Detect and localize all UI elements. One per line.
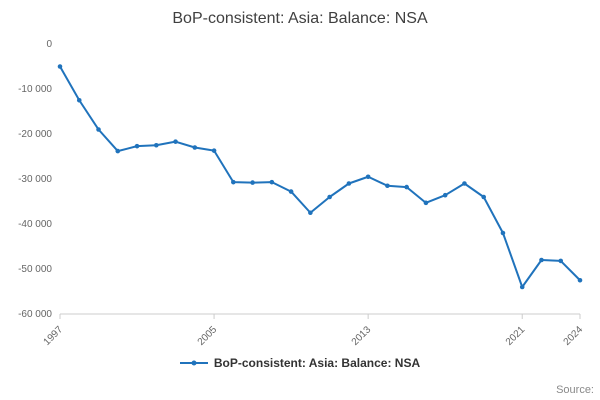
data-point-marker[interactable]: [404, 184, 409, 190]
data-point-marker[interactable]: [288, 189, 294, 194]
y-axis-tick-label: -10 000: [18, 84, 52, 95]
data-point-marker[interactable]: [462, 181, 467, 186]
line-series: [59, 65, 581, 288]
data-point-marker[interactable]: [192, 145, 198, 150]
data-point-marker[interactable]: [153, 142, 159, 148]
y-axis-tick-label: -20 000: [18, 129, 52, 140]
data-point-marker[interactable]: [442, 192, 448, 198]
data-point-marker[interactable]: [481, 194, 487, 200]
data-point-marker[interactable]: [231, 179, 236, 185]
data-point-marker[interactable]: [76, 97, 82, 103]
data-point-marker[interactable]: [385, 183, 390, 189]
plot-area: 1997 2005 2013 2021 2024 0 -10 000 -20 000 -30 0…: [0, 28, 600, 354]
data-point-marker[interactable]: [211, 148, 217, 153]
data-point-marker[interactable]: [96, 127, 101, 132]
data-point-marker[interactable]: [57, 64, 63, 69]
line-chart: 1997 2005 2013 2021 2024 0 -10 000 -20 000 -30 0…: [18, 39, 586, 348]
x-axis-tick-label: 2013: [350, 324, 374, 348]
data-point-marker[interactable]: [346, 181, 352, 186]
data-point-marker[interactable]: [308, 210, 313, 216]
data-point-marker[interactable]: [519, 284, 525, 290]
legend-marker-icon: [179, 360, 208, 366]
data-point-marker[interactable]: [327, 194, 332, 200]
data-point-marker[interactable]: [115, 148, 121, 154]
data-point-marker[interactable]: [250, 180, 255, 185]
data-point-marker[interactable]: [423, 200, 429, 206]
x-axis-tick-label: 2005: [196, 324, 220, 348]
y-axis-tick-label: -30 000: [18, 174, 52, 185]
data-point-marker[interactable]: [577, 277, 583, 283]
data-point-marker[interactable]: [558, 258, 564, 264]
data-point-marker[interactable]: [134, 143, 140, 149]
x-axis-tick-label: 2024: [562, 324, 586, 348]
data-point-marker[interactable]: [539, 257, 544, 263]
data-point-marker[interactable]: [269, 179, 275, 185]
x-axis-tick-label: 1997: [42, 324, 66, 348]
y-axis-tick-label: -60 000: [18, 309, 52, 320]
source-label: Source:: [556, 384, 594, 396]
chart-title: BoP-consistent: Asia: Balance: NSA: [172, 10, 428, 27]
x-axis-tick-label: 2021: [504, 324, 528, 348]
legend[interactable]: BoP-consistent: Asia: Balance: NSA: [0, 356, 600, 370]
legend-label: BoP-consistent: Asia: Balance: NSA: [213, 356, 421, 370]
data-point-marker[interactable]: [500, 230, 506, 236]
data-point-marker[interactable]: [173, 139, 178, 144]
data-point-marker[interactable]: [365, 174, 371, 180]
y-axis-tick-label: 0: [46, 39, 52, 50]
y-axis-tick-label: -50 000: [18, 264, 52, 275]
y-axis-tick-label: -40 000: [18, 219, 52, 230]
